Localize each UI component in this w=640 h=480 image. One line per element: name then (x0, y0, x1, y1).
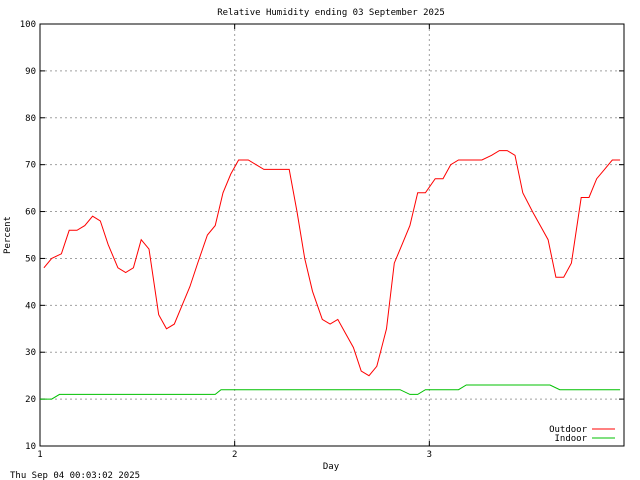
legend-label-indoor: Indoor (554, 434, 587, 444)
series-line-outdoor (43, 150, 621, 377)
footer-timestamp: Thu Sep 04 00:03:02 2025 (10, 471, 140, 480)
y-tick-label: 10 (25, 442, 36, 452)
x-tick-label: 2 (232, 450, 237, 460)
legend: Outdoor Indoor (549, 425, 615, 444)
x-tick-label: 1 (37, 450, 42, 460)
axis-frame (39, 23, 625, 447)
legend-label-outdoor: Outdoor (549, 425, 588, 435)
tick-labels: 10 20 30 40 50 60 70 80 90 100 1 2 3 (20, 20, 432, 460)
y-tick-label: 90 (25, 67, 36, 77)
y-tick-label: 20 (25, 395, 36, 405)
x-axis-label: Day (323, 462, 340, 472)
y-tick-label: 50 (25, 254, 36, 264)
series-line-indoor (40, 384, 621, 400)
y-tick-label: 30 (25, 348, 36, 358)
x-tick-label: 3 (427, 450, 432, 460)
chart-title: Relative Humidity ending 03 September 20… (217, 8, 445, 18)
data-series (40, 150, 621, 400)
y-tick-label: 80 (25, 114, 36, 124)
plot-border (39, 23, 625, 447)
y-tick-label: 60 (25, 208, 36, 218)
y-axis-label: Percent (3, 216, 13, 254)
grid-lines (40, 24, 624, 446)
y-tick-label: 100 (20, 20, 36, 30)
y-tick-label: 70 (25, 161, 36, 171)
y-tick-label: 40 (25, 301, 36, 311)
